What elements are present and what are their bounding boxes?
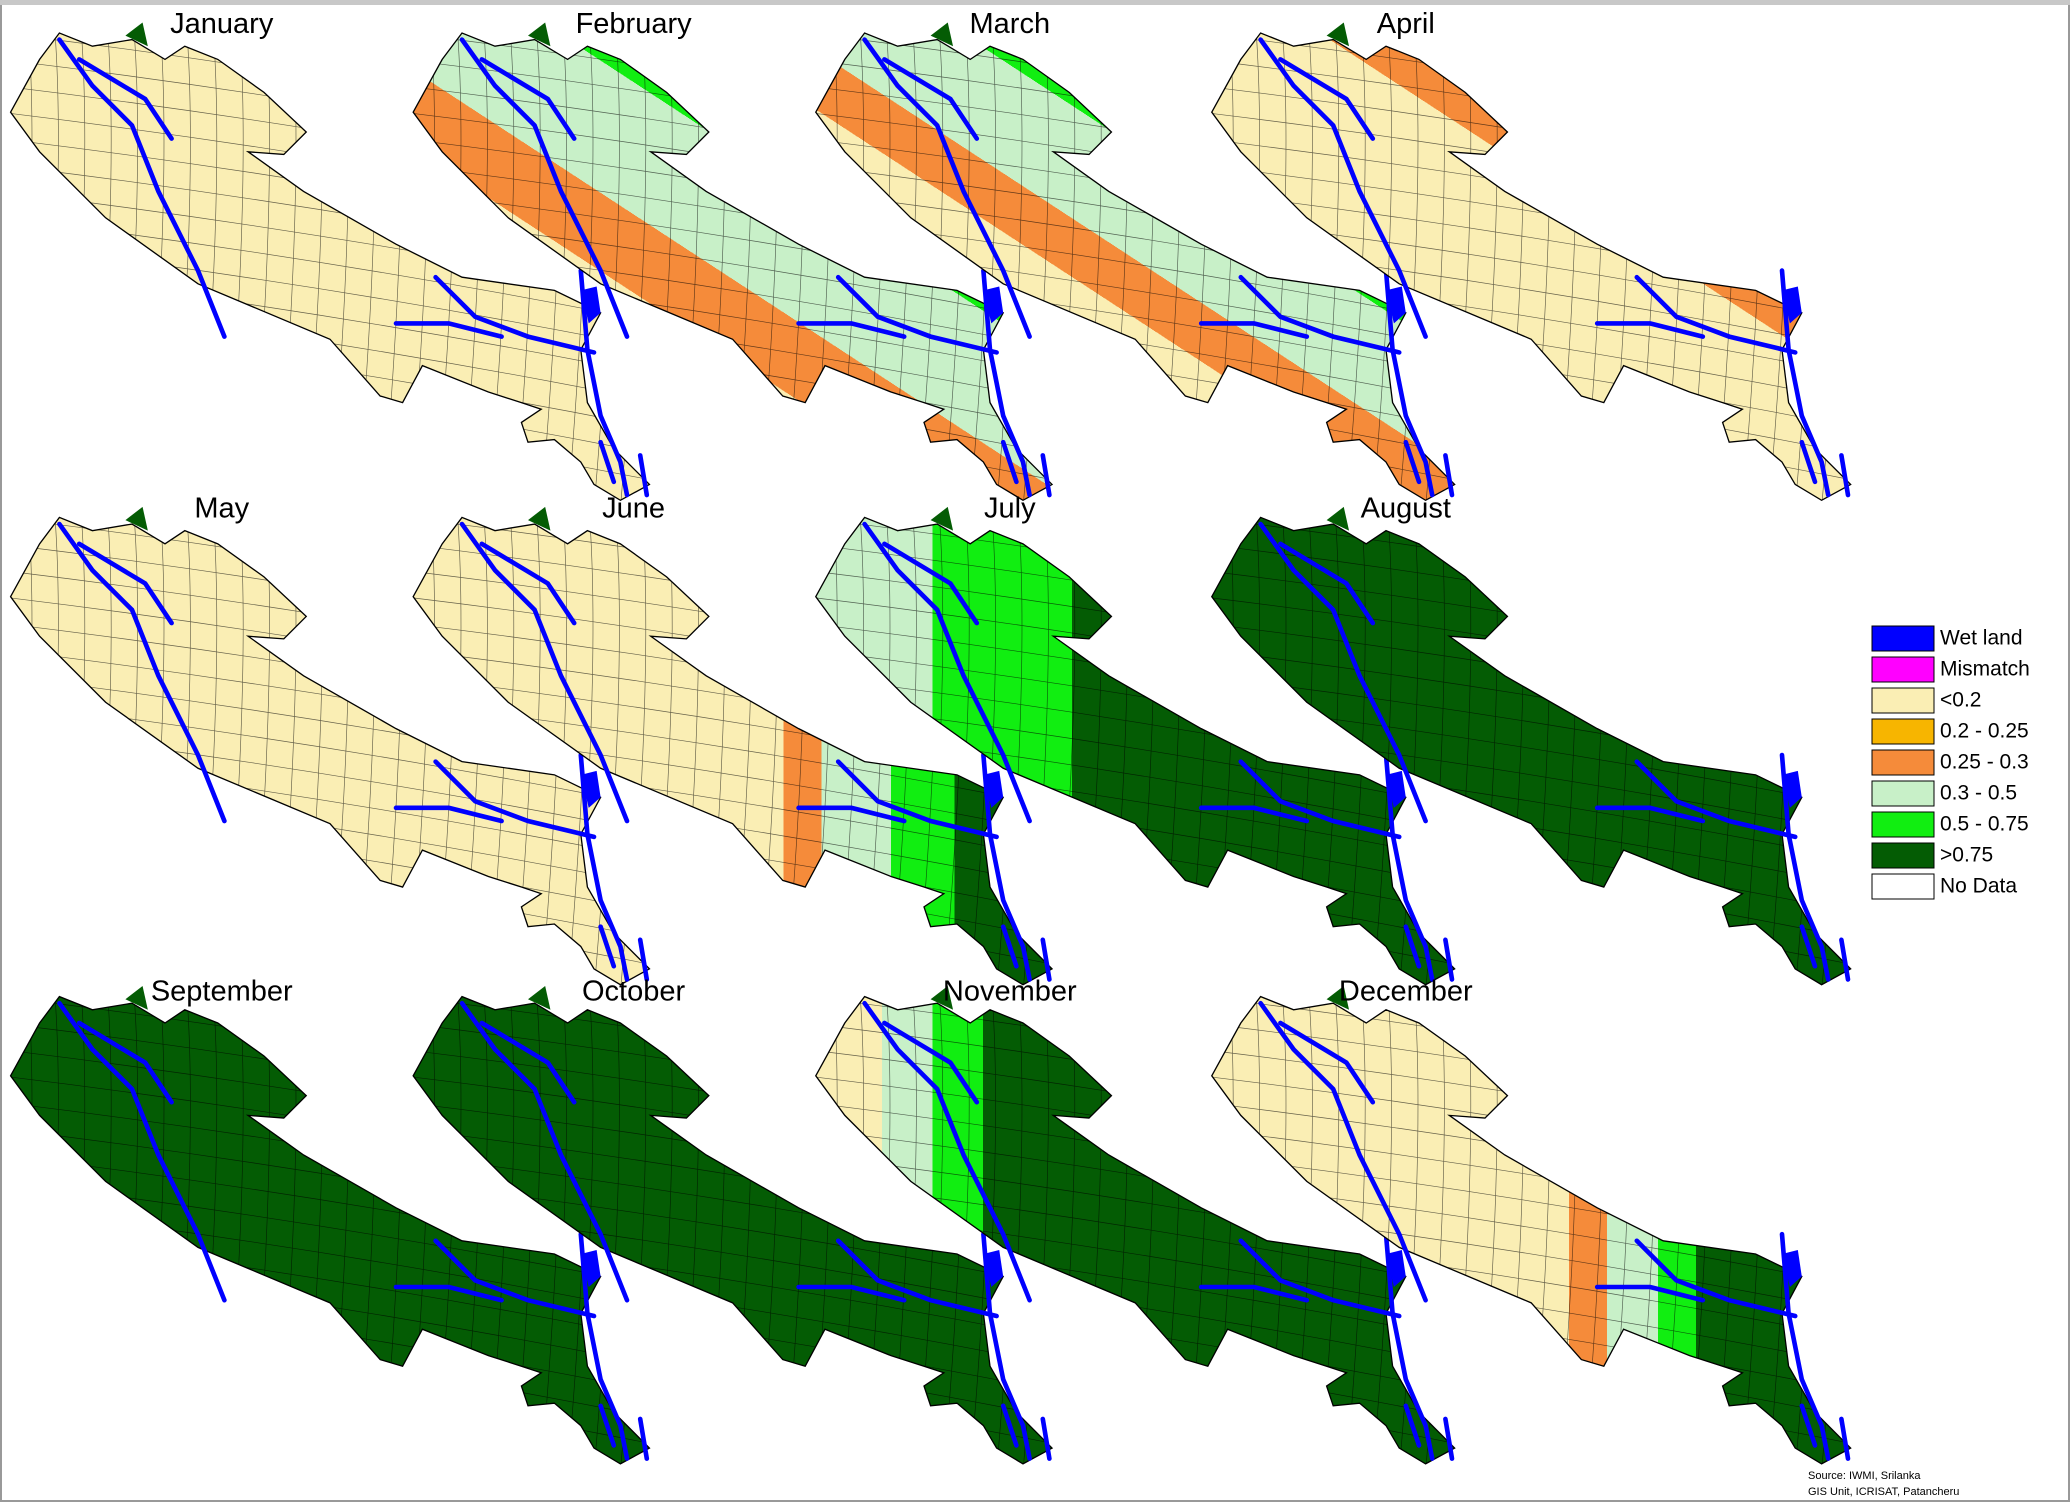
panel-title: January — [170, 8, 274, 40]
legend: Wet land Mismatch <0.2 0.2 - 0.25 0.25 - 0.3… — [1872, 626, 2030, 899]
legend-label: 0.3 - 0.5 — [1940, 782, 2017, 805]
legend-label: 0.2 - 0.25 — [1940, 720, 2029, 743]
panel-title: July — [984, 492, 1036, 524]
panel-title: November — [943, 976, 1077, 1008]
panel-title: August — [1361, 492, 1451, 524]
panel-title: June — [602, 492, 665, 524]
page: {"panels": [ {"label": "January"}, {"lab… — [0, 0, 2070, 1502]
source-line: Source: IWMI, Srilanka — [1808, 1470, 1921, 1482]
panel-title: March — [970, 8, 1051, 40]
panel-title: May — [194, 492, 249, 524]
region-map — [1212, 517, 1851, 984]
legend-label: <0.2 — [1940, 689, 1981, 712]
legend-swatch — [1872, 657, 1934, 682]
panel-title: December — [1339, 976, 1473, 1008]
legend-label: Mismatch — [1940, 658, 2030, 681]
region-map — [1212, 33, 1851, 500]
legend-label: >0.75 — [1940, 844, 1993, 867]
legend-label: 0.5 - 0.75 — [1940, 813, 2029, 836]
panel-title: October — [582, 976, 685, 1008]
legend-swatch — [1872, 688, 1934, 713]
legend-swatch — [1872, 812, 1934, 837]
region-map — [1212, 997, 1851, 1464]
map-panel — [1188, 970, 1867, 1502]
legend-swatch — [1872, 626, 1934, 651]
legend-swatch — [1872, 781, 1934, 806]
panel-title: September — [151, 976, 293, 1008]
legend-swatch — [1872, 750, 1934, 775]
legend-label: Wet land — [1940, 627, 2023, 650]
legend-swatch — [1872, 843, 1934, 868]
map-panels: January February March April May June July Augu… — [0, 7, 1867, 1502]
legend-swatch — [1872, 874, 1934, 899]
legend-label: 0.25 - 0.3 — [1940, 751, 2029, 774]
panel-title: February — [576, 8, 693, 40]
legend-swatch — [1872, 719, 1934, 744]
source-line: GIS Unit, ICRISAT, Patancheru — [1808, 1486, 1959, 1498]
figure: January February March April May June July Augu… — [0, 0, 2070, 1502]
top-bar — [0, 0, 2070, 5]
panel-title: April — [1377, 8, 1435, 40]
legend-label: No Data — [1940, 875, 2017, 898]
